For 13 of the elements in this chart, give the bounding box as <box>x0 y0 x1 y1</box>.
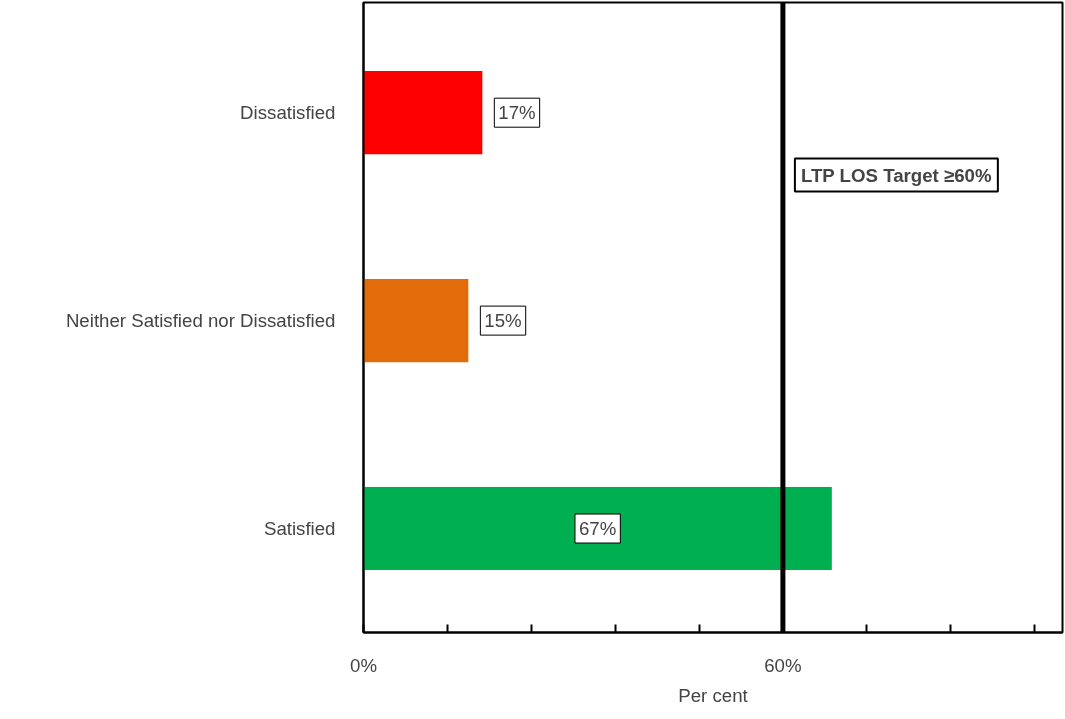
bar <box>363 71 483 155</box>
data-label: 15% <box>484 310 522 332</box>
data-label: 17% <box>498 102 536 124</box>
data-label: 67% <box>579 518 617 540</box>
x-tick-label: 60% <box>764 654 802 676</box>
x-tick-label: 0% <box>350 654 377 676</box>
x-axis-title: Per cent <box>678 684 749 706</box>
y-tick-label: Neither Satisfied nor Dissatisfied <box>65 310 336 332</box>
y-tick-label: Satisfied <box>263 518 336 540</box>
ref-line-label: LTP LOS Target ≥60% <box>800 164 992 186</box>
bar <box>363 486 832 571</box>
y-tick-label: Dissatisfied <box>240 102 336 124</box>
bar <box>363 279 469 363</box>
